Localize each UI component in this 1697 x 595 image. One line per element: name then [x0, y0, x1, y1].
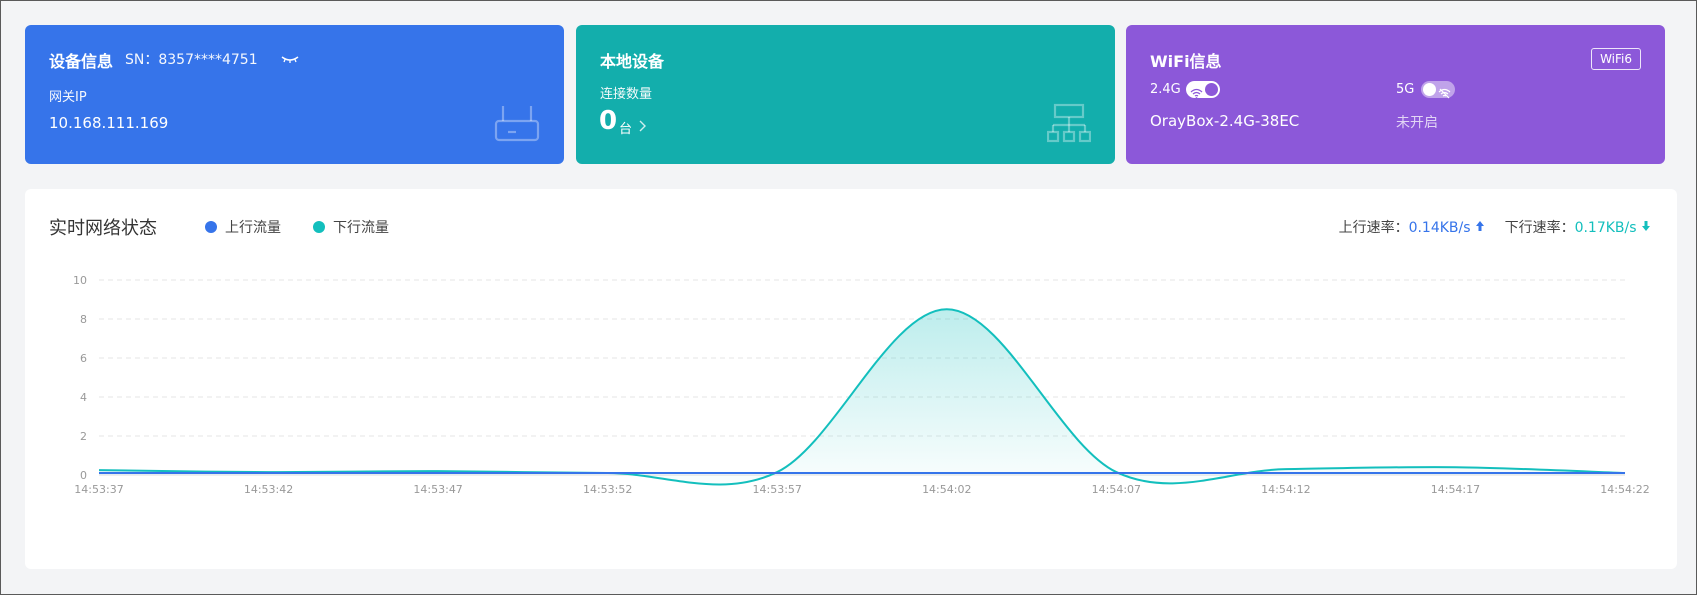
network-status-panel: 0 2 4 6 8 10 14:53:37 14:53:42 14:53:47 14:53:52…: [25, 189, 1677, 569]
arrow-down-icon: [1641, 220, 1651, 236]
wifi-off-icon: [1438, 84, 1451, 103]
download-rate: 下行速率：0.17KB/s: [1505, 217, 1651, 237]
x-tick-label: 14:54:17: [1431, 483, 1480, 496]
device-info-title: 设备信息: [49, 52, 114, 71]
y-tick-label: 8: [80, 313, 87, 326]
connection-count-unit: 台: [619, 122, 633, 137]
device-info-card: 设备信息 SN：8357****4751 网关IP 10.168.111.169: [25, 25, 564, 164]
toggle-knob: [1205, 83, 1218, 96]
download-rate-value: 0.17KB/s: [1574, 220, 1637, 236]
x-tick-label: 14:54:12: [1261, 483, 1310, 496]
x-tick-label: 14:53:57: [753, 483, 802, 496]
eye-closed-icon[interactable]: [281, 51, 299, 70]
connection-count-label: 连接数量: [600, 87, 653, 102]
x-tick-label: 14:54:07: [1092, 483, 1141, 496]
traffic-chart: 0 2 4 6 8 10 14:53:37 14:53:42 14:53:47 14:53:52…: [73, 274, 1650, 496]
y-tick-label: 2: [80, 430, 87, 443]
wifi-icon: [1190, 84, 1203, 103]
local-devices-title: 本地设备: [600, 52, 665, 71]
band-5g-label: 5G: [1396, 82, 1415, 97]
x-tick-label: 14:54:22: [1600, 483, 1649, 496]
router-icon: [494, 103, 540, 147]
x-tick-label: 14:54:02: [922, 483, 971, 496]
x-tick-label: 14:53:37: [74, 483, 123, 496]
legend-download[interactable]: 下行流量: [313, 217, 389, 237]
y-tick-label: 6: [80, 352, 87, 365]
legend-upload[interactable]: 上行流量: [205, 217, 281, 237]
upload-rate-label: 上行速率：: [1338, 220, 1409, 236]
legend-upload-marker: [205, 221, 217, 233]
legend-download-label: 下行流量: [333, 220, 389, 236]
download-rate-label: 下行速率：: [1504, 220, 1575, 236]
ssid-24g: OrayBox-2.4G-38EC: [1150, 112, 1300, 130]
band-24g-toggle[interactable]: [1186, 81, 1220, 99]
gateway-ip-value: 10.168.111.169: [49, 114, 169, 132]
band-5g-toggle[interactable]: [1421, 81, 1455, 99]
network-topology-icon: [1046, 103, 1092, 147]
wifi-info-card: WiFi信息 WiFi6 2.4G OrayBox-2.4G-38EC 5G: [1126, 25, 1665, 164]
wifi-info-title: WiFi信息: [1150, 52, 1222, 71]
chevron-right-icon[interactable]: [639, 118, 647, 137]
band-5g-status: 未开启: [1396, 115, 1438, 131]
x-tick-label: 14:53:47: [413, 483, 462, 496]
y-tick-label: 4: [80, 391, 87, 404]
serial-number: SN：8357****4751: [125, 52, 258, 68]
local-devices-card[interactable]: 本地设备 连接数量 0 台: [576, 25, 1115, 164]
arrow-up-icon: [1475, 220, 1485, 236]
download-series-line: [98, 308, 1626, 486]
wifi6-badge: WiFi6: [1591, 48, 1641, 70]
x-tick-label: 14:53:52: [583, 483, 632, 496]
connection-count: 0: [599, 106, 618, 136]
download-area: [99, 309, 1625, 485]
band-24g-label: 2.4G: [1150, 82, 1181, 97]
y-tick-label: 0: [80, 469, 87, 482]
gateway-ip-label: 网关IP: [49, 90, 87, 105]
upload-rate-value: 0.14KB/s: [1408, 220, 1471, 236]
chart-title: 实时网络状态: [49, 218, 157, 239]
legend-download-marker: [313, 221, 325, 233]
y-tick-label: 10: [73, 274, 87, 287]
toggle-knob: [1423, 83, 1436, 96]
legend-upload-label: 上行流量: [225, 220, 281, 236]
upload-rate: 上行速率：0.14KB/s: [1339, 217, 1485, 237]
x-tick-label: 14:53:42: [244, 483, 293, 496]
